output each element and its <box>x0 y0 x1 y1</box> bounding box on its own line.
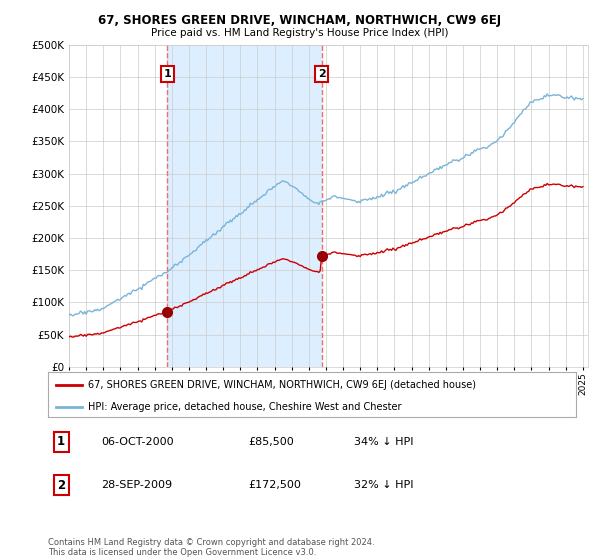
Bar <box>167 45 322 367</box>
Text: 1: 1 <box>57 435 65 448</box>
Text: 06-OCT-2000: 06-OCT-2000 <box>101 437 173 447</box>
Text: 1: 1 <box>164 69 172 79</box>
Text: £172,500: £172,500 <box>248 480 302 490</box>
Text: 28-SEP-2009: 28-SEP-2009 <box>101 480 172 490</box>
Text: 2: 2 <box>57 479 65 492</box>
Text: Contains HM Land Registry data © Crown copyright and database right 2024.
This d: Contains HM Land Registry data © Crown c… <box>48 538 374 557</box>
Text: 34% ↓ HPI: 34% ↓ HPI <box>354 437 414 447</box>
Text: £85,500: £85,500 <box>248 437 295 447</box>
Text: 67, SHORES GREEN DRIVE, WINCHAM, NORTHWICH, CW9 6EJ (detached house): 67, SHORES GREEN DRIVE, WINCHAM, NORTHWI… <box>88 380 476 390</box>
Text: Price paid vs. HM Land Registry's House Price Index (HPI): Price paid vs. HM Land Registry's House … <box>151 28 449 38</box>
Text: 67, SHORES GREEN DRIVE, WINCHAM, NORTHWICH, CW9 6EJ: 67, SHORES GREEN DRIVE, WINCHAM, NORTHWI… <box>98 14 502 27</box>
Text: 2: 2 <box>318 69 326 79</box>
Text: HPI: Average price, detached house, Cheshire West and Chester: HPI: Average price, detached house, Ches… <box>88 402 401 412</box>
Text: 32% ↓ HPI: 32% ↓ HPI <box>354 480 414 490</box>
